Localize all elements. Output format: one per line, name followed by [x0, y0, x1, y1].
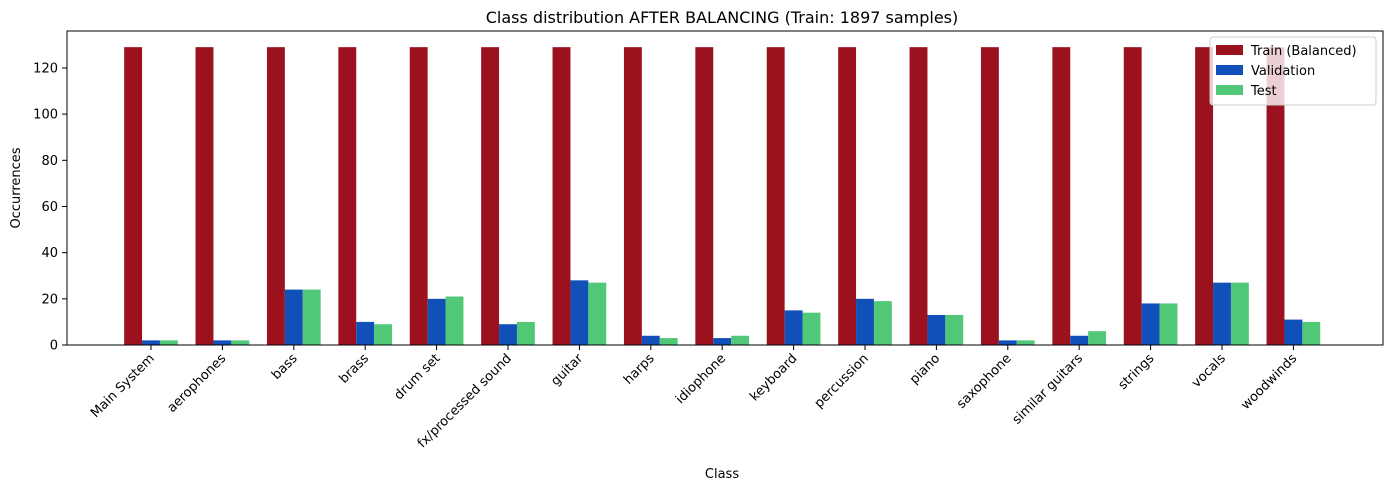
bar-1-16 — [1284, 319, 1303, 345]
x-tick-label-8: idiophone — [673, 351, 729, 407]
bar-2-16 — [1302, 321, 1321, 345]
bars-group — [124, 47, 1321, 345]
bar-2-0 — [159, 340, 178, 345]
legend-label-2: Test — [1250, 84, 1277, 99]
bar-1-4 — [427, 298, 446, 345]
bar-0-9 — [766, 47, 785, 345]
bar-1-12 — [998, 340, 1017, 345]
bar-0-14 — [1123, 47, 1142, 345]
x-tick-label-12: saxophone — [954, 351, 1015, 412]
x-tick-label-3: brass — [337, 351, 373, 387]
y-tick-label-4: 80 — [41, 154, 58, 169]
bar-1-3 — [356, 321, 375, 345]
legend: Train (Balanced) Validation Test — [1209, 36, 1377, 106]
bar-2-2 — [302, 289, 321, 345]
bar-2-12 — [1016, 340, 1035, 345]
x-tick-label-7: harps — [621, 351, 658, 388]
x-tick-label-1: aerophones — [165, 351, 230, 416]
plot-frame — [66, 30, 1384, 346]
bar-0-10 — [838, 47, 857, 345]
bar-0-0 — [124, 47, 143, 345]
bar-2-10 — [873, 301, 892, 345]
x-tick-label-10: percussion — [812, 351, 872, 411]
x-tick-label-15: vocals — [1189, 351, 1229, 391]
x-tick-label-16: woodwinds — [1238, 351, 1300, 413]
legend-swatch-0 — [1216, 45, 1243, 55]
x-tick-label-4: drum set — [391, 351, 443, 403]
bar-2-9 — [802, 312, 821, 345]
y-tick-label-6: 120 — [33, 61, 58, 76]
bar-0-4 — [409, 47, 428, 345]
x-tick-label-2: bass — [269, 351, 301, 383]
bar-0-5 — [481, 47, 500, 345]
x-tick-label-13: similar guitars — [1010, 351, 1087, 428]
bar-2-6 — [588, 282, 607, 345]
bar-1-13 — [1070, 335, 1089, 345]
y-tick-label-1: 20 — [41, 292, 58, 307]
bar-1-5 — [499, 324, 517, 345]
bar-1-1 — [213, 340, 232, 345]
bar-1-6 — [570, 280, 589, 345]
bar-2-15 — [1230, 282, 1249, 345]
legend-swatch-1 — [1216, 65, 1243, 75]
bar-0-13 — [1052, 47, 1071, 345]
bar-1-0 — [142, 340, 160, 345]
x-axis-label: Class — [705, 467, 739, 482]
legend-label-1: Validation — [1251, 64, 1315, 79]
legend-swatch-2 — [1216, 85, 1243, 95]
x-tick-label-0: Main System — [88, 351, 158, 421]
bar-0-1 — [195, 47, 214, 345]
bar-0-6 — [552, 47, 571, 345]
bar-1-2 — [284, 289, 303, 345]
bar-1-14 — [1141, 303, 1160, 345]
x-tick-label-14: strings — [1116, 351, 1158, 393]
bar-0-8 — [695, 47, 714, 345]
bar-1-11 — [927, 314, 946, 345]
bar-1-15 — [1213, 282, 1231, 345]
bar-2-3 — [374, 324, 393, 345]
bar-1-10 — [856, 298, 874, 345]
y-tick-label-2: 40 — [41, 246, 58, 261]
bar-0-12 — [980, 47, 999, 345]
bar-0-7 — [623, 47, 642, 345]
bar-0-16 — [1266, 47, 1285, 345]
bar-2-8 — [731, 335, 750, 345]
chart-title: Class distribution AFTER BALANCING (Trai… — [486, 8, 959, 27]
bar-2-7 — [659, 338, 678, 345]
y-axis: 0 20 40 60 80 100 120 — [33, 61, 67, 354]
bar-2-4 — [445, 296, 464, 345]
bar-0-15 — [1195, 47, 1214, 345]
x-axis: Main System aerophones bass brass drum setfx… — [88, 345, 1300, 451]
bar-2-1 — [231, 340, 250, 345]
bar-2-13 — [1088, 331, 1107, 345]
bar-2-11 — [945, 314, 964, 345]
y-tick-label-3: 60 — [41, 200, 58, 215]
x-tick-label-11: piano — [907, 351, 943, 387]
bar-0-11 — [909, 47, 928, 345]
bar-1-9 — [784, 310, 803, 345]
legend-label-0: Train (Balanced) — [1250, 44, 1357, 59]
bar-2-14 — [1159, 303, 1178, 345]
bar-0-2 — [266, 47, 285, 345]
y-axis-label: Occurrences — [9, 147, 24, 228]
y-tick-label-5: 100 — [33, 108, 58, 123]
bar-0-3 — [338, 47, 357, 345]
x-tick-label-6: guitar — [548, 351, 586, 389]
bar-1-7 — [641, 335, 660, 345]
y-tick-label-0: 0 — [50, 339, 58, 354]
x-tick-label-9: keyboard — [747, 351, 800, 404]
bar-2-5 — [516, 321, 535, 345]
legend-box — [1209, 36, 1377, 106]
bar-1-8 — [713, 338, 732, 345]
